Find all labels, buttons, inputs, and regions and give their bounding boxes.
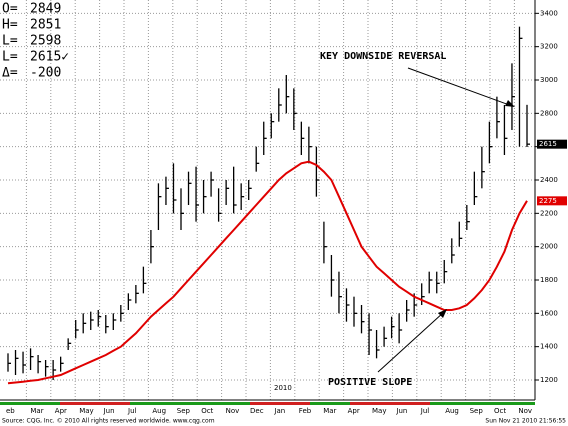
readout-value: -200: [30, 66, 61, 81]
readout: O= 2849 H= 2851 L= 2598 L= 2615✓ Δ= -200: [2, 2, 69, 81]
x-tick-label: Apr: [348, 407, 360, 415]
x-tick-label: Nov: [226, 407, 240, 415]
readout-label: L=: [2, 50, 18, 65]
annotation: KEY DOWNSIDE REVERSAL: [320, 51, 446, 62]
timestamp: Sun Nov 21 2010 21:56:55: [485, 418, 566, 425]
annotation-arrow: [377, 311, 445, 373]
y-tick-label: 3200: [540, 43, 558, 51]
readout-label: L=: [2, 34, 18, 49]
x-tick-label: Oct: [494, 407, 506, 415]
annotation: POSITIVE SLOPE: [328, 377, 412, 388]
readout-label: O=: [2, 2, 18, 17]
x-tick-label: Dec: [250, 407, 264, 415]
price-tag: [537, 139, 567, 149]
session-strip: [0, 402, 535, 405]
readout-label: H=: [2, 18, 18, 33]
arrow-head: [438, 309, 447, 318]
y-tick-label: 2200: [540, 209, 558, 217]
y-tick-label: 1200: [540, 376, 558, 384]
strip-segment: [430, 402, 535, 405]
x-tick-label: Aug: [445, 407, 459, 415]
annotation-arrow: [407, 67, 513, 107]
ma-tag: [537, 196, 567, 206]
x-tick-label: Jun: [103, 407, 115, 415]
year-label: 2010: [274, 384, 292, 392]
x-tick-label: Oct: [201, 407, 213, 415]
x-tick-label: Jul: [127, 407, 137, 415]
x-tick-label: May: [372, 407, 386, 415]
x-tick-label: Mar: [323, 407, 336, 415]
moving-average: [7, 160, 528, 385]
readout-value: 2598: [30, 34, 61, 49]
y-tick-label: 1800: [540, 276, 558, 284]
y-tick-label: 1400: [540, 343, 558, 351]
x-tick-label: Feb: [299, 407, 312, 415]
price-tag-label: 2615: [539, 140, 557, 148]
x-tick-label: Mar: [30, 407, 43, 415]
x-tick-label: Aug: [152, 407, 166, 415]
y-tick-label: 3400: [540, 9, 558, 17]
x-tick-label: Jul: [420, 407, 430, 415]
strip-segment: [350, 402, 430, 405]
x-tick-label: Nov: [518, 407, 532, 415]
strip-segment: [0, 402, 60, 405]
readout-value: 2849: [30, 2, 61, 17]
plot: [7, 26, 530, 385]
strip-segment: [60, 402, 130, 405]
x-tick-label: eb: [6, 407, 15, 415]
x-tick-label: Apr: [55, 407, 67, 415]
y-tick-label: 2000: [540, 243, 558, 251]
x-tick-label: Sep: [177, 407, 191, 415]
strip-segment: [310, 402, 350, 405]
source: Source: CQG, Inc. © 2010 All rights rese…: [2, 418, 215, 425]
x-tick-label: Sep: [470, 407, 484, 415]
x-tick-label: Jun: [395, 407, 407, 415]
y-tick-label: 2800: [540, 109, 558, 117]
strip-segment: [130, 402, 250, 405]
grid: [0, 0, 535, 400]
readout-label: Δ=: [2, 66, 18, 81]
readout-value: 2615✓: [30, 50, 69, 65]
x-tick-label: Jan: [273, 407, 285, 415]
arrow-head: [505, 100, 515, 107]
x-tick-label: May: [79, 407, 93, 415]
readout-value: 2851: [30, 18, 61, 33]
strip-segment: [250, 402, 310, 405]
ma-tag-label: 2275: [539, 197, 557, 205]
y-tick-label: 3000: [540, 76, 558, 84]
y-tick-label: 1600: [540, 309, 558, 317]
y-tick-label: 2400: [540, 176, 558, 184]
